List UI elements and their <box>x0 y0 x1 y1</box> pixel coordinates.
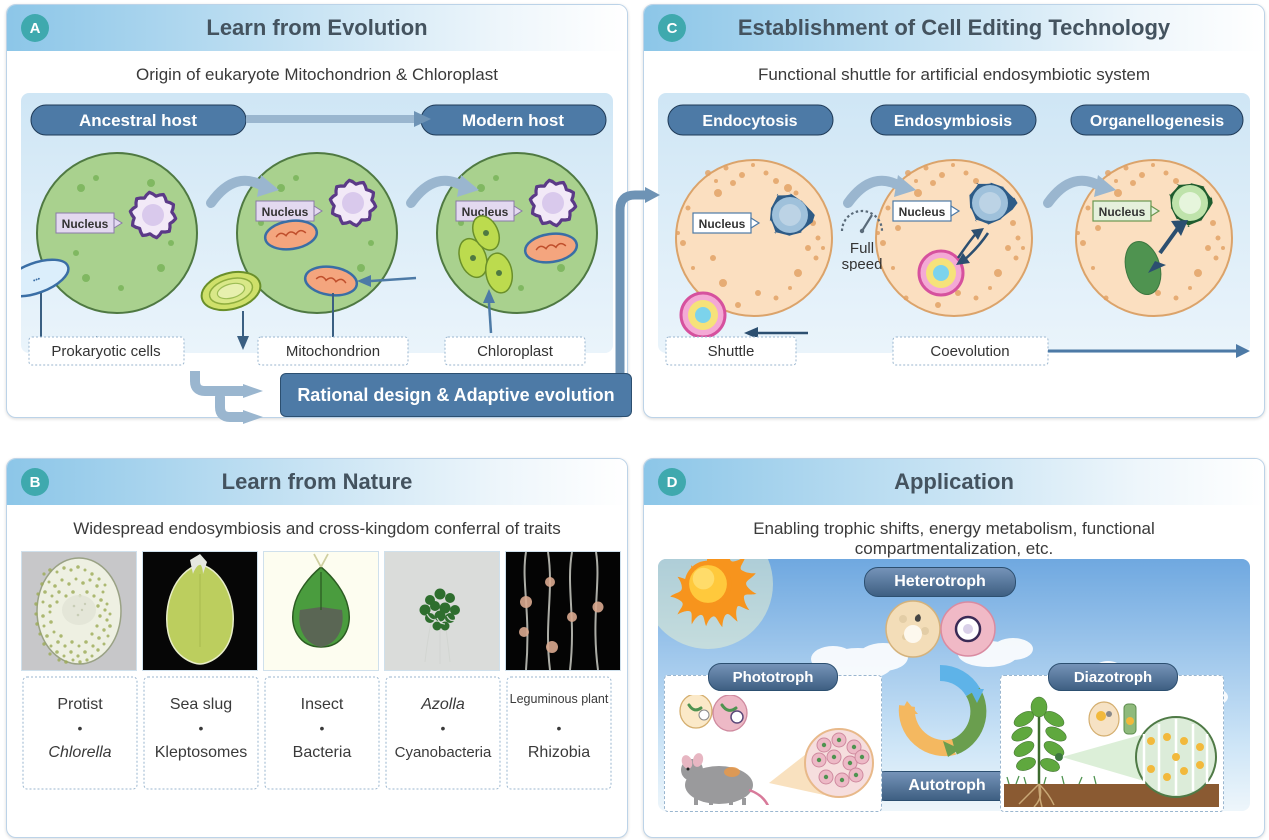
svg-text:Mitochondrion: Mitochondrion <box>286 343 380 360</box>
svg-text:Organellogenesis: Organellogenesis <box>1090 113 1224 130</box>
svg-text:Endocytosis: Endocytosis <box>702 113 797 130</box>
svg-text:•: • <box>441 720 446 736</box>
svg-text:Full: Full <box>850 240 874 257</box>
svg-text:Modern host: Modern host <box>462 111 564 130</box>
svg-text:Nucleus: Nucleus <box>62 217 109 231</box>
svg-text:Protist: Protist <box>57 696 103 713</box>
svg-text:Nucleus: Nucleus <box>262 205 309 219</box>
svg-text:Sea slug: Sea slug <box>170 696 232 713</box>
svg-text:•: • <box>557 720 562 736</box>
svg-text:Bacteria: Bacteria <box>293 744 352 761</box>
svg-text:Coevolution: Coevolution <box>930 343 1009 360</box>
svg-text:Ancestral host: Ancestral host <box>79 111 197 130</box>
svg-text:Leguminous plant: Leguminous plant <box>510 692 609 706</box>
svg-text:Nucleus: Nucleus <box>899 205 946 219</box>
svg-text:Rhizobia: Rhizobia <box>528 744 590 761</box>
svg-text:•: • <box>199 720 204 736</box>
svg-text:Nucleus: Nucleus <box>699 217 746 231</box>
svg-text:•: • <box>320 720 325 736</box>
svg-text:•: • <box>78 720 83 736</box>
svg-text:Endosymbiosis: Endosymbiosis <box>894 113 1012 130</box>
svg-text:Insect: Insect <box>301 696 344 713</box>
svg-text:Prokaryotic cells: Prokaryotic cells <box>51 343 160 360</box>
svg-text:Nucleus: Nucleus <box>1099 205 1146 219</box>
svg-text:Cyanobacteria: Cyanobacteria <box>395 744 492 761</box>
svg-text:Chloroplast: Chloroplast <box>477 343 554 360</box>
svg-text:Azolla: Azolla <box>420 696 465 713</box>
svg-text:Kleptosomes: Kleptosomes <box>155 744 248 761</box>
svg-text:Chlorella: Chlorella <box>48 744 111 761</box>
svg-text:Shuttle: Shuttle <box>708 343 755 360</box>
svg-text:speed: speed <box>842 256 883 271</box>
